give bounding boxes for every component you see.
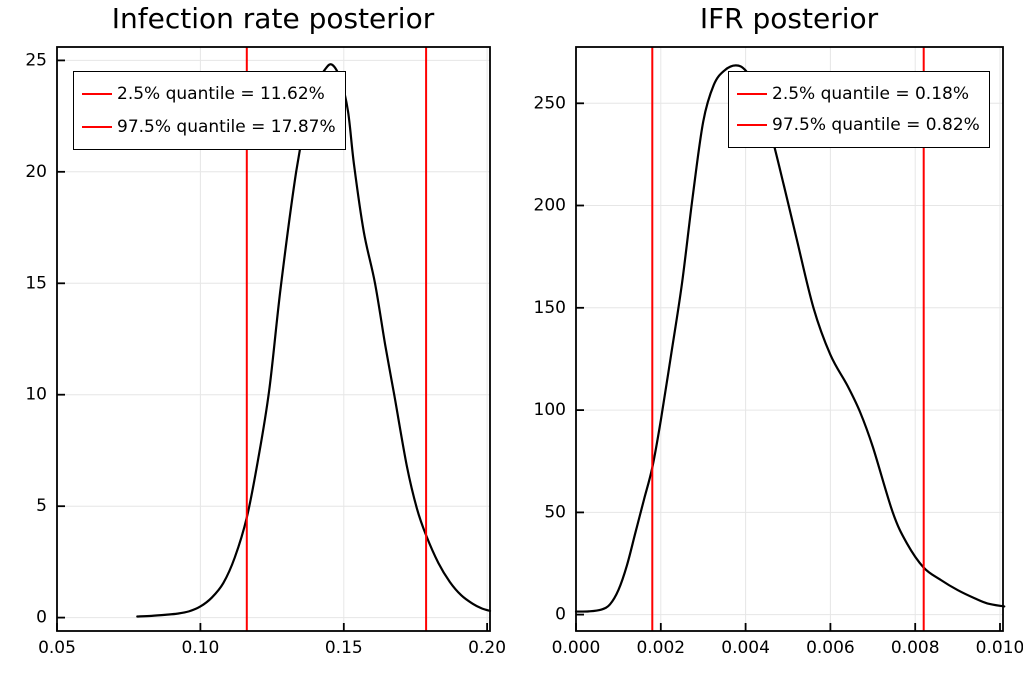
y-tick-label: 20 [25,162,47,182]
x-tick-label: 0.10 [181,638,219,658]
y-tick-label: 0 [36,608,47,628]
x-tick-label: 0.010 [976,638,1023,658]
x-tick-label: 0.008 [891,638,940,658]
legend-label: 97.5% quantile = 0.82% [772,115,980,136]
y-tick-label: 15 [25,273,47,293]
density-curve [136,63,492,618]
y-tick-label: 25 [25,50,47,70]
legend-entry: 97.5% quantile = 17.87% [82,117,345,137]
legend-label: 2.5% quantile = 0.18% [772,83,969,104]
panel1-title: Infection rate posterior [111,2,435,35]
legend-entry: 2.5% quantile = 0.18% [737,84,989,104]
axes-frame [56,46,491,632]
y-tick-label: 50 [544,502,566,522]
axes-frame [575,46,1004,632]
y-tick-label: 150 [534,298,566,318]
x-tick-label: 0.05 [38,638,76,658]
y-tick-label: 200 [534,196,566,216]
x-tick-label: 0.15 [325,638,363,658]
quantile-line-icon [82,125,112,128]
quantile-line-icon [737,92,767,95]
x-tick-label: 0.002 [636,638,685,658]
panel2-title: IFR posterior [699,2,879,35]
panel2-legend: 2.5% quantile = 0.18% 97.5% quantile = 0… [728,71,990,148]
y-tick-label: 10 [25,385,47,405]
quantile-line-icon [82,93,112,96]
x-tick-label: 0.20 [468,638,506,658]
y-tick-label: 250 [534,93,566,113]
x-tick-label: 0.006 [806,638,855,658]
legend-label: 97.5% quantile = 17.87% [117,116,336,137]
y-tick-label: 100 [534,400,566,420]
legend-label: 2.5% quantile = 11.62% [117,84,325,105]
x-tick-label: 0.000 [552,638,601,658]
y-tick-label: 5 [36,496,47,516]
x-tick-label: 0.004 [721,638,770,658]
density-curve [574,64,1006,613]
legend-entry: 97.5% quantile = 0.82% [737,115,989,135]
legend-entry: 2.5% quantile = 11.62% [82,84,345,104]
panel-ifr-posterior: 0.000 0.002 0.004 0.006 0.008 0.010 0 50 100 150 2… [534,46,1023,658]
quantile-line-icon [737,124,767,127]
y-tick-label: 0 [555,605,566,625]
panel1-legend: 2.5% quantile = 11.62% 97.5% quantile = … [73,71,346,150]
